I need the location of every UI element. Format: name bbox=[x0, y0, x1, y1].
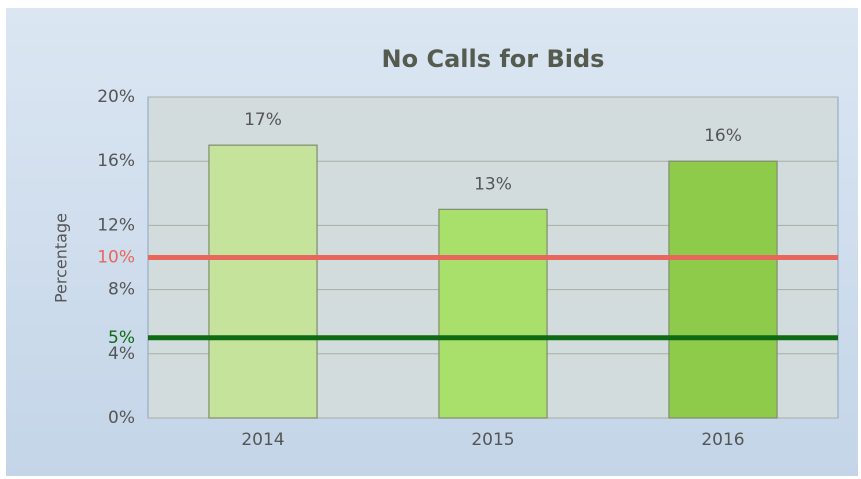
y-tick-label: 4% bbox=[108, 344, 135, 364]
y-tick-label: 12% bbox=[97, 215, 135, 235]
data-label: 16% bbox=[704, 126, 742, 146]
reference-label: 10% bbox=[97, 248, 135, 268]
y-tick-label: 8% bbox=[108, 280, 135, 300]
x-tick-label: 2016 bbox=[701, 430, 744, 450]
x-tick-label: 2015 bbox=[471, 430, 514, 450]
bar bbox=[208, 144, 318, 419]
chart-title: No Calls for Bids bbox=[382, 45, 605, 73]
bar bbox=[438, 208, 548, 419]
x-tick-label: 2014 bbox=[241, 430, 284, 450]
y-tick-label: 0% bbox=[108, 408, 135, 428]
data-label: 17% bbox=[244, 110, 282, 130]
bar bbox=[668, 160, 778, 419]
y-tick-label: 16% bbox=[97, 151, 135, 171]
reference-label: 5% bbox=[108, 328, 135, 348]
data-label: 13% bbox=[474, 174, 512, 194]
y-axis-label: Percentage bbox=[52, 213, 71, 303]
y-tick-label: 20% bbox=[97, 87, 135, 107]
